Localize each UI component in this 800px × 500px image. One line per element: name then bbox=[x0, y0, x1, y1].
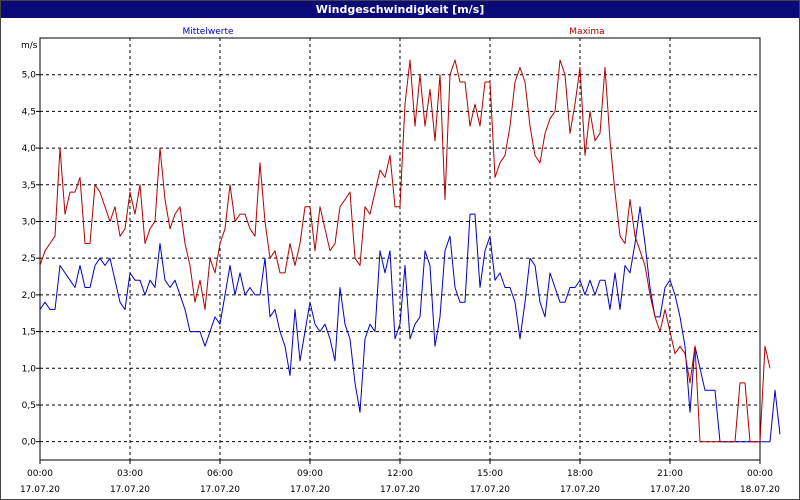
x-tick-time-label: 18:00 bbox=[567, 469, 593, 479]
x-tick-time-label: 03:00 bbox=[117, 469, 143, 479]
y-tick-label: 4,5 bbox=[22, 107, 36, 117]
x-tick-time-label: 12:00 bbox=[387, 469, 413, 479]
x-tick-time-label: 00:00 bbox=[27, 469, 53, 479]
x-tick-date-label: 17.07.20 bbox=[470, 485, 510, 495]
y-tick-label: 2,5 bbox=[22, 254, 36, 264]
x-tick-time-label: 00:00 bbox=[747, 469, 773, 479]
y-tick-label: 2,0 bbox=[22, 291, 37, 301]
x-tick-date-label: 17.07.20 bbox=[20, 485, 60, 495]
x-tick-time-label: 09:00 bbox=[297, 469, 323, 479]
y-tick-label: 3,0 bbox=[22, 217, 37, 227]
x-tick-date-label: 17.07.20 bbox=[560, 485, 600, 495]
x-tick-time-label: 21:00 bbox=[657, 469, 683, 479]
series-line-mittelwerte bbox=[39, 206, 781, 443]
axis-ticks: 0,0 0,5 1,0 1,5 2,0 2,5 3,0 3,5 4,0 4,5 5,0 00:00 17… bbox=[20, 71, 780, 495]
y-tick-label: 3,5 bbox=[22, 181, 36, 191]
x-tick-date-label: 17.07.20 bbox=[380, 485, 420, 495]
y-tick-label: 0,0 bbox=[22, 438, 37, 448]
legend-maxima: Maxima bbox=[569, 27, 604, 37]
series-line-maxima bbox=[39, 59, 771, 443]
y-tick-label: 4,0 bbox=[22, 144, 37, 154]
y-tick-label: 1,0 bbox=[22, 364, 37, 374]
y-tick-label: 0,5 bbox=[22, 401, 36, 411]
y-tick-label: 5,0 bbox=[22, 71, 37, 81]
x-tick-date-label: 18.07.20 bbox=[740, 485, 780, 495]
x-tick-date-label: 17.07.20 bbox=[200, 485, 240, 495]
grid bbox=[40, 38, 760, 460]
legend-mittelwerte: Mittelwerte bbox=[182, 27, 233, 37]
y-tick-label: 1,5 bbox=[22, 328, 36, 338]
x-tick-time-label: 06:00 bbox=[207, 469, 233, 479]
x-tick-date-label: 17.07.20 bbox=[650, 485, 690, 495]
x-tick-time-label: 15:00 bbox=[477, 469, 503, 479]
y-axis-unit: m/s bbox=[21, 41, 38, 51]
series-lines bbox=[39, 59, 781, 443]
chart-title: Windgeschwindigkeit [m/s] bbox=[1, 1, 799, 18]
x-tick-date-label: 17.07.20 bbox=[110, 485, 150, 495]
x-tick-date-label: 17.07.20 bbox=[290, 485, 330, 495]
